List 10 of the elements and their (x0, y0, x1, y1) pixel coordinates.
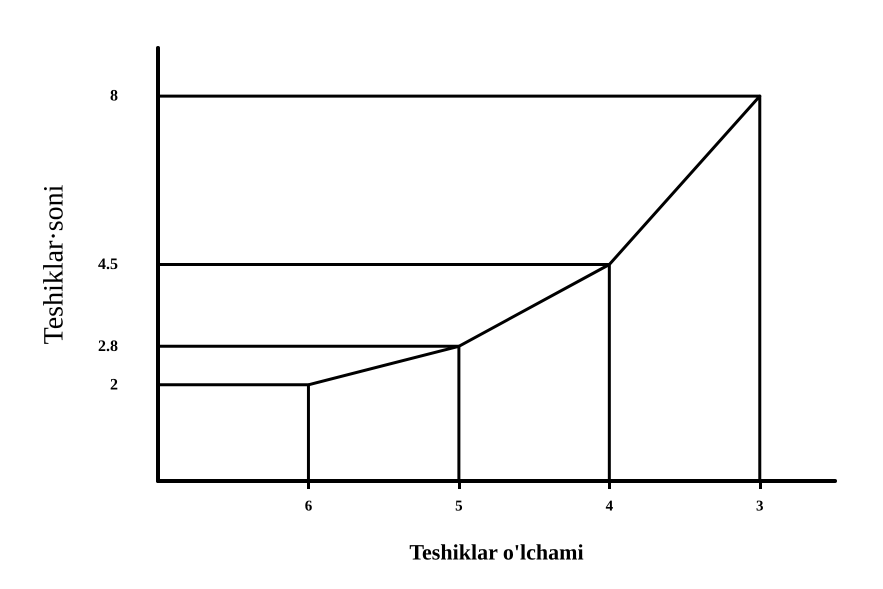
y-tick-label: 4.5 (98, 256, 118, 273)
x-tick-label: 5 (455, 498, 463, 514)
y-axis-title: Teshiklar·soni (38, 184, 70, 344)
y-tick-label: 2.8 (98, 338, 118, 355)
x-axis-title: Teshiklar o'lchami (409, 540, 584, 564)
x-tick-label: 4 (606, 498, 614, 514)
y-tick-label: 2 (110, 376, 118, 394)
y-tick-label: 8 (110, 88, 118, 105)
x-tick-label: 3 (756, 498, 764, 514)
x-tick-label: 6 (304, 498, 313, 514)
